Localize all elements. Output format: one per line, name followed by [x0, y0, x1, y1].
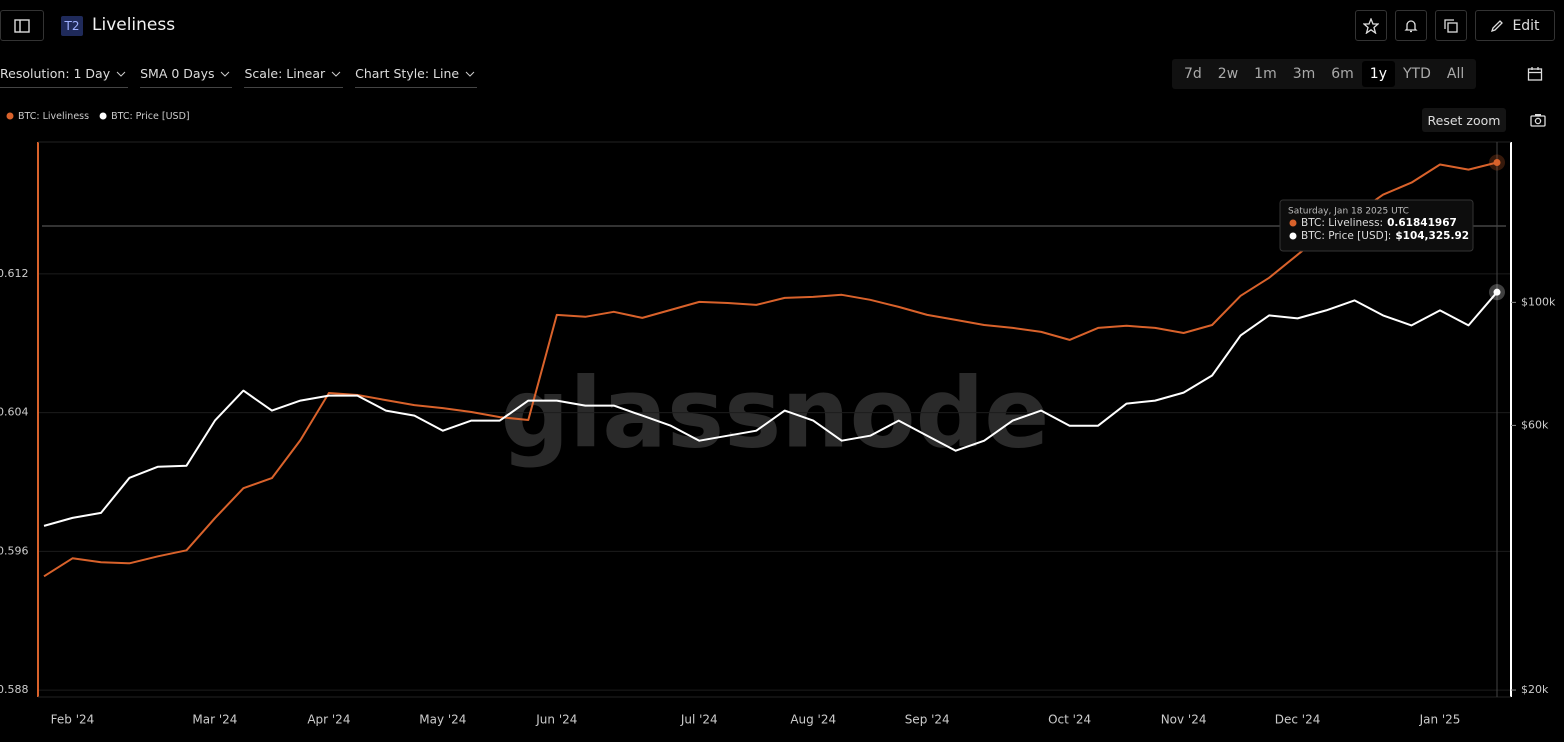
- icon: [1404, 19, 1418, 32]
- y-tick-label: 0.596: [0, 544, 29, 557]
- calendar-button[interactable]: [1518, 59, 1552, 89]
- tooltip-swatch: [1289, 219, 1297, 227]
- y2-tick-label: $60k: [1521, 418, 1549, 431]
- option[interactable]: SMA 0 Days: [140, 66, 233, 88]
- tooltip-box: [1279, 199, 1474, 252]
- range-button[interactable]: 6m: [1331, 66, 1354, 82]
- icon: [1444, 18, 1458, 33]
- x-tick-label: Mar '24: [192, 713, 237, 727]
- y2-tick-label: $100k: [1521, 295, 1556, 308]
- range-button[interactable]: 1m: [1254, 66, 1277, 82]
- legend-label: BTC: Price [USD]: [111, 111, 190, 122]
- header: T2 Liveliness Edit: [0, 0, 1564, 50]
- range-selector: 7d 2w 1m 3m 6m 1y YTD All: [1172, 59, 1477, 89]
- legend-swatch: [6, 112, 14, 120]
- range-button[interactable]: All: [1446, 66, 1465, 82]
- series-line: [43, 161, 1498, 578]
- icon: [1363, 17, 1379, 34]
- icon: [1491, 19, 1504, 32]
- x-tick-label: Aug '24: [790, 713, 836, 727]
- range-button[interactable]: 3m: [1292, 66, 1316, 82]
- series-line: [43, 291, 1498, 527]
- x-tick-label: Apr '24: [307, 713, 350, 727]
- y-tick-label: 0.612: [0, 267, 29, 280]
- range-button[interactable]: 1y: [1361, 61, 1395, 87]
- chevron: [116, 71, 126, 77]
- legend-label: BTC: Liveliness: [18, 111, 89, 122]
- option-label: Scale: Linear: [244, 66, 326, 81]
- tooltip: Saturday, Jan 18 2025 UTC BTC: Livelines…: [1279, 199, 1474, 252]
- favorite-button[interactable]: [1355, 10, 1387, 41]
- option[interactable]: Resolution: 1 Day: [0, 66, 129, 88]
- x-tick-label: May '24: [419, 713, 466, 727]
- edit-label: Edit: [1512, 17, 1540, 34]
- legend: BTC: Liveliness BTC: Price [USD]: [6, 111, 190, 122]
- x-tick-label: Jul '24: [680, 713, 718, 727]
- tooltip-value: 0.61841967: [1387, 217, 1457, 229]
- x-tick-label: Jan '25: [1419, 713, 1461, 727]
- legend-swatch: [99, 112, 107, 120]
- x-tick-label: Sep '24: [905, 713, 950, 727]
- option-label: Resolution: 1 Day: [0, 66, 111, 81]
- icon: [14, 18, 30, 33]
- tooltip-title: Saturday, Jan 18 2025 UTC: [1288, 207, 1409, 217]
- option[interactable]: Scale: Linear: [244, 66, 344, 88]
- screenshot-button[interactable]: [1524, 110, 1552, 130]
- x-tick-label: Oct '24: [1048, 713, 1091, 727]
- y2-tick-label: $20k: [1521, 683, 1549, 696]
- range-button[interactable]: YTD: [1403, 66, 1431, 82]
- x-tick-label: Nov '24: [1161, 713, 1207, 727]
- sidebar-toggle[interactable]: [0, 10, 44, 41]
- range-button[interactable]: 7d: [1184, 66, 1202, 82]
- icon: [1530, 114, 1546, 127]
- chevron: [221, 71, 230, 77]
- watermark: glassnode: [501, 357, 1050, 469]
- edit-button[interactable]: Edit: [1475, 10, 1555, 41]
- badge: T2: [61, 16, 83, 36]
- icon: [1527, 67, 1543, 81]
- tooltip-label: BTC: Liveliness:: [1301, 217, 1383, 229]
- chevron: [331, 71, 341, 77]
- y-tick-label: 0.604: [0, 406, 29, 419]
- reset-zoom[interactable]: Reset zoom: [1422, 108, 1506, 132]
- alert-button[interactable]: [1395, 10, 1427, 41]
- range-button[interactable]: 2w: [1217, 66, 1239, 82]
- tooltip-label: BTC: Price [USD]:: [1301, 230, 1391, 242]
- x-tick-label: Dec '24: [1275, 713, 1321, 727]
- hover-point: [1493, 158, 1501, 166]
- tooltip-swatch: [1289, 232, 1297, 240]
- tooltip-value: $104,325.92: [1395, 230, 1469, 242]
- option-label: Chart Style: Line: [355, 66, 460, 81]
- x-tick-label: Jun '24: [535, 713, 577, 727]
- x-tick-label: Feb '24: [51, 713, 95, 727]
- page-title: Liveliness: [92, 15, 176, 35]
- options: Resolution: 1 Day SMA 0 Days Scale: Line…: [0, 66, 478, 88]
- hover-point: [1493, 288, 1501, 296]
- copy-button[interactable]: [1435, 10, 1467, 41]
- option-label: SMA 0 Days: [140, 66, 215, 81]
- option[interactable]: Chart Style: Line: [355, 66, 478, 88]
- chevron: [465, 71, 475, 77]
- y-tick-label: 0.588: [0, 683, 29, 696]
